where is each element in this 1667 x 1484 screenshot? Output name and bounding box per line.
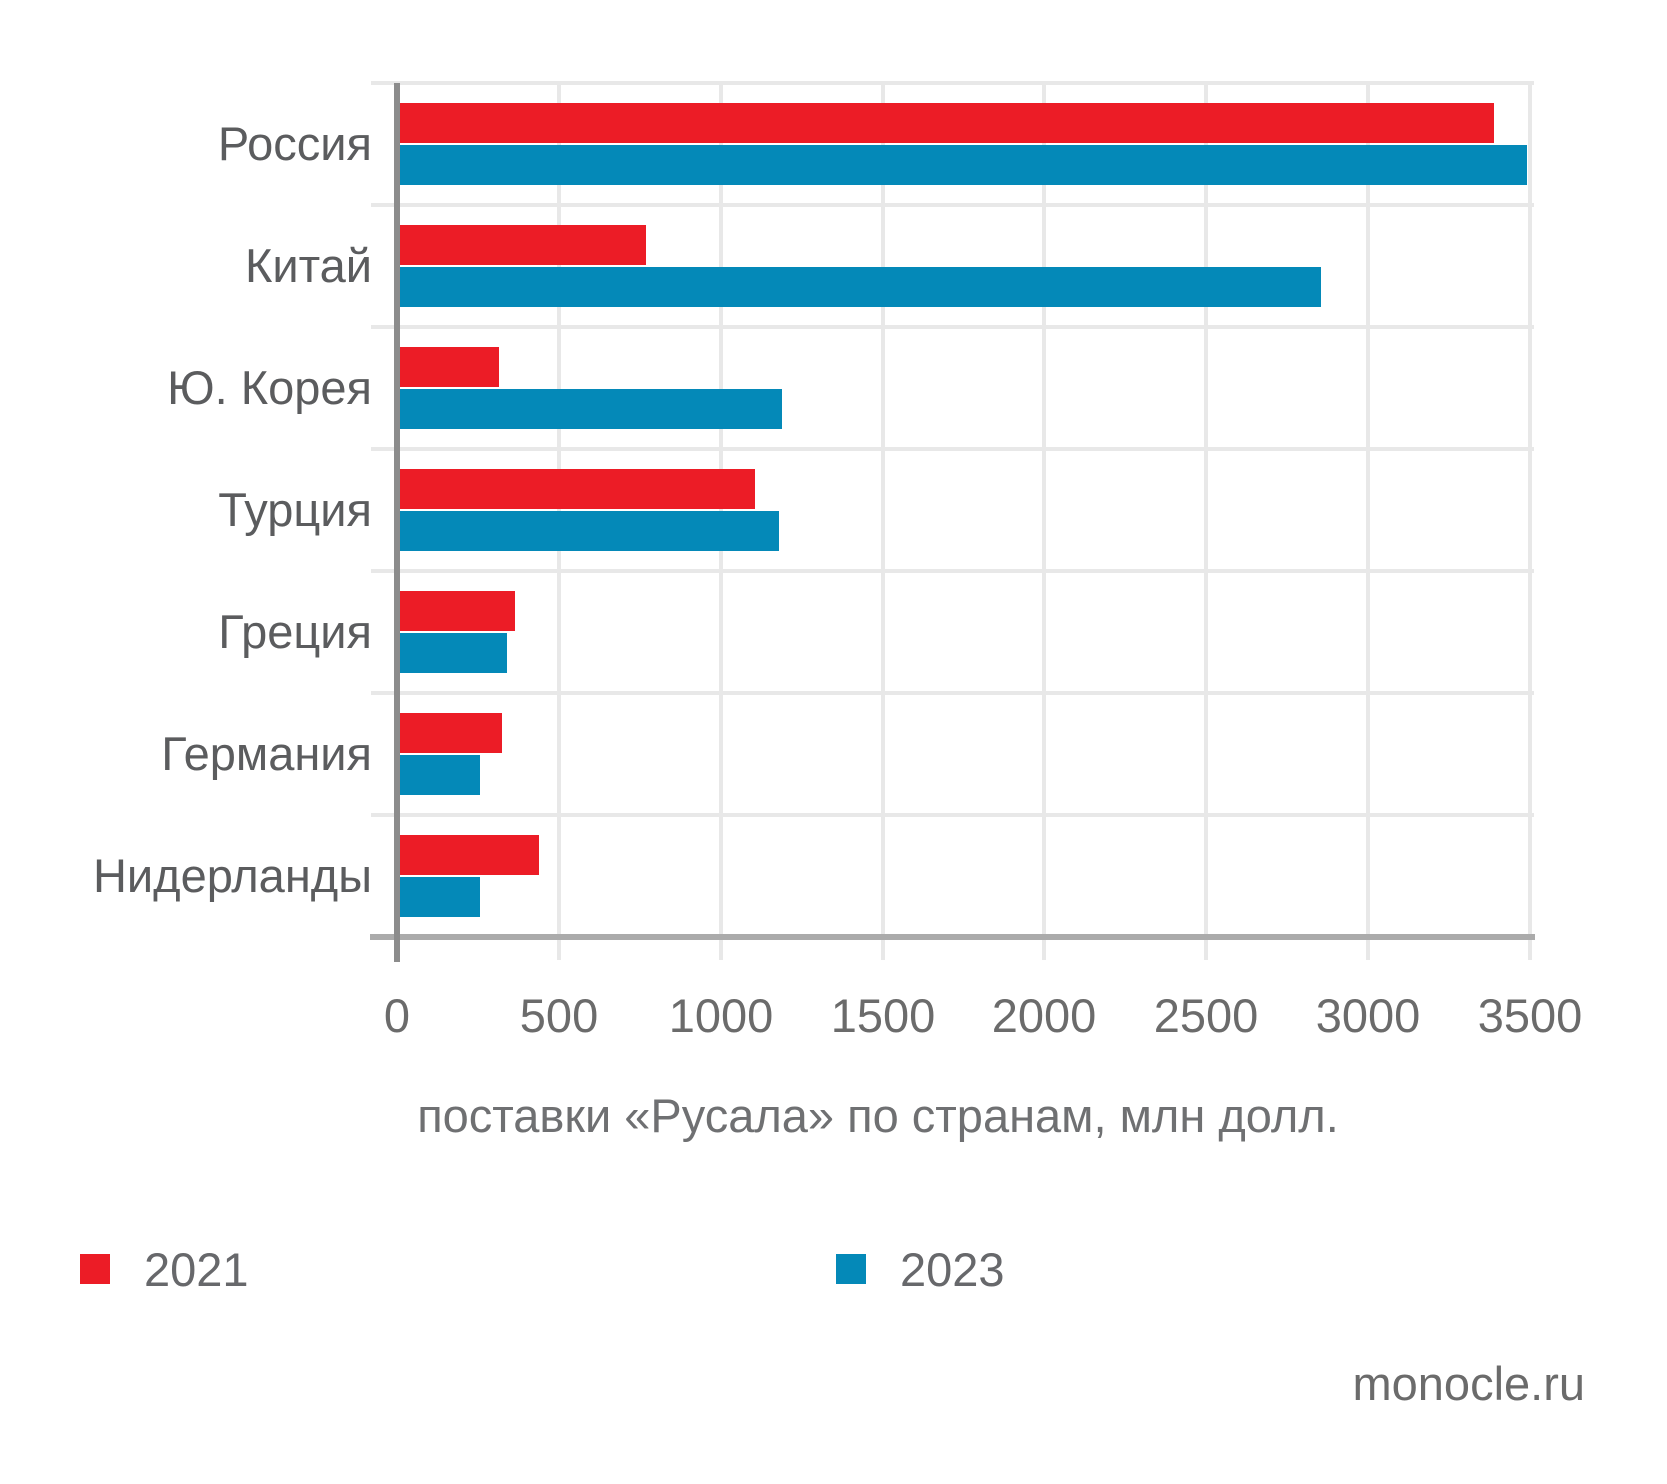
x-tick-label: 2000: [991, 989, 1097, 1042]
chart-caption: поставки «Русала» по странам, млн долл.: [417, 1089, 1339, 1142]
category-label-greece: Греция: [218, 605, 372, 658]
gridline-vertical: [1042, 83, 1047, 960]
bar-2023-2: [400, 267, 1321, 307]
gridline-horizontal: [371, 325, 1534, 329]
gridline-horizontal: [371, 569, 1534, 573]
x-tick-label: 3000: [1315, 989, 1421, 1042]
bar-2023-6: [400, 755, 480, 795]
bar-2021-2: [400, 225, 646, 265]
source-attribution: monocle.ru: [1352, 1357, 1586, 1410]
bar-2021-6: [400, 713, 502, 753]
bar-2021-4: [400, 469, 755, 509]
x-tick-label: 3500: [1477, 989, 1583, 1042]
gridline-horizontal: [371, 813, 1534, 817]
category-label-s-korea: Ю. Корея: [167, 361, 372, 414]
category-label-russia: Россия: [217, 117, 372, 170]
plot-area: [370, 81, 1535, 962]
category-label-germany: Германия: [161, 727, 372, 780]
legend-item-2023: 2023: [836, 1244, 1005, 1293]
x-tick-label: 0: [383, 989, 411, 1042]
bar-2023-4: [400, 511, 779, 551]
bar-2021-1: [400, 103, 1494, 143]
gridline-vertical: [1204, 83, 1209, 960]
legend-swatch-2021: [80, 1253, 110, 1284]
category-label-turkey: Турция: [218, 483, 372, 536]
gridline-horizontal: [371, 203, 1534, 207]
bar-2023-1: [400, 145, 1527, 185]
x-axis-line: [370, 934, 1535, 940]
x-tick-label: 500: [519, 989, 599, 1042]
gridline-horizontal: [371, 691, 1534, 695]
bar-2021-3: [400, 347, 499, 387]
legend-label-2023: 2023: [900, 1243, 1005, 1296]
gridline-horizontal: [371, 81, 1534, 85]
bar-2023-5: [400, 633, 507, 673]
gridline-vertical: [1528, 83, 1532, 960]
legend-swatch-2023: [836, 1253, 866, 1284]
x-tick-label: 2500: [1153, 989, 1259, 1042]
bar-2021-7: [400, 835, 539, 875]
gridline-vertical: [1366, 83, 1371, 960]
gridline-horizontal: [371, 447, 1534, 451]
x-tick-label: 1000: [668, 989, 774, 1042]
y-axis-line: [394, 83, 400, 962]
category-label-china: Китай: [244, 239, 372, 292]
x-tick-label: 1500: [830, 989, 936, 1042]
bar-2021-5: [400, 591, 515, 631]
category-label-netherlands: Нидерланды: [92, 849, 372, 902]
bar-2023-7: [400, 877, 480, 917]
gridline-vertical: [880, 83, 885, 960]
bar-2023-3: [400, 389, 782, 429]
legend-label-2021: 2021: [144, 1243, 249, 1296]
legend-item-2021: 2021: [80, 1244, 249, 1293]
